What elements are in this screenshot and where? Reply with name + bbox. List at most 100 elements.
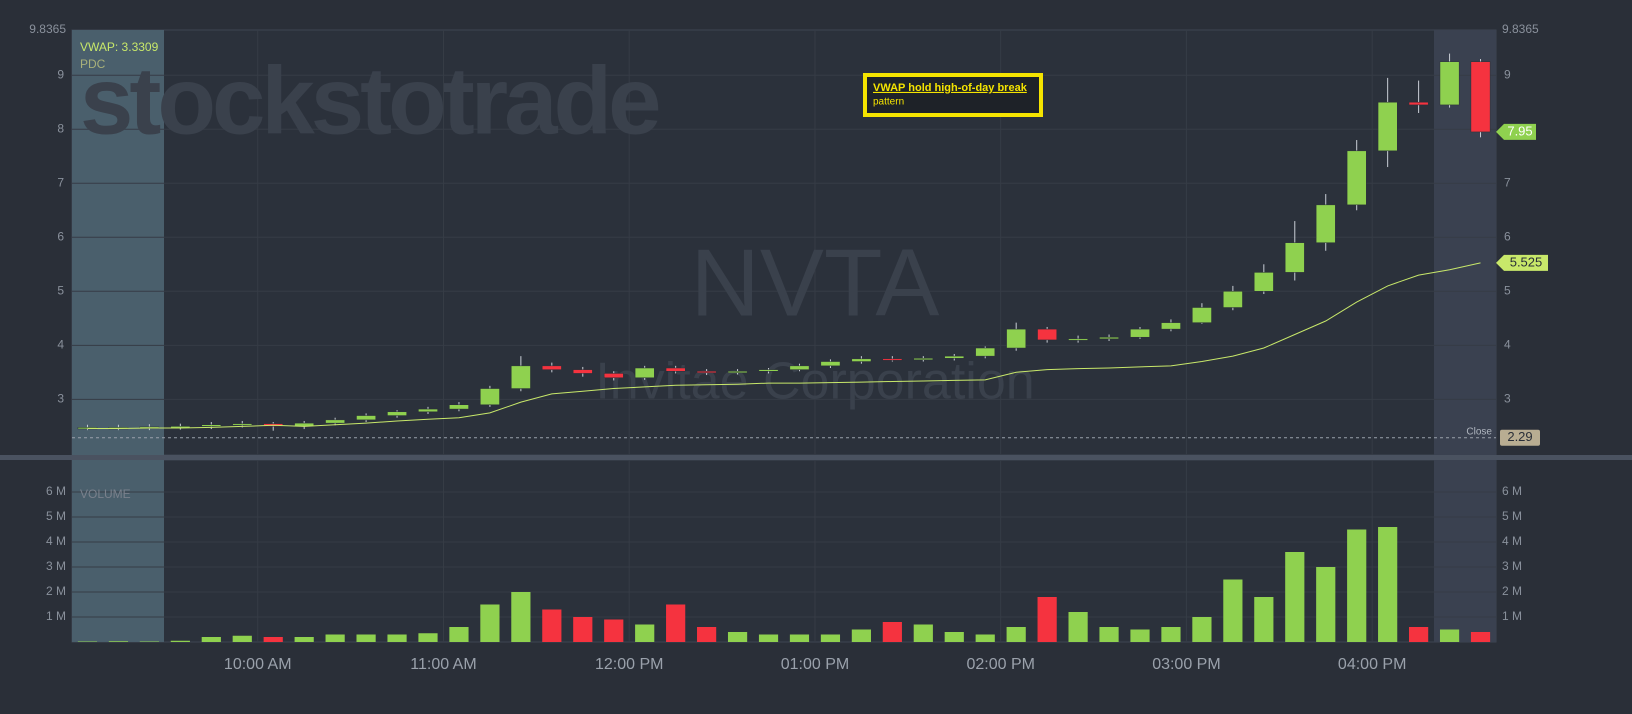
candle-body xyxy=(944,355,965,359)
y-tick-label: 3 xyxy=(57,392,64,406)
candle-body xyxy=(541,365,562,370)
symbol-watermark: NVTA xyxy=(691,229,940,336)
volume-tick-label: 3 M xyxy=(1502,559,1522,573)
candle-body xyxy=(1099,336,1119,340)
y-tick-label: 7 xyxy=(1504,175,1511,189)
x-tick-label: 10:00 AM xyxy=(224,656,292,673)
volume-label: VOLUME xyxy=(80,487,131,501)
vwap-tag xyxy=(1496,254,1548,271)
volume-bar xyxy=(913,624,933,642)
volume-panel xyxy=(71,459,1497,643)
vwap-value: 5.525 xyxy=(1510,254,1543,269)
volume-bar xyxy=(789,634,810,642)
candle-body xyxy=(1253,272,1274,292)
y-tick-label: 9 xyxy=(57,67,64,81)
volume-tick-label: 2 M xyxy=(46,584,66,598)
volume-tick-label: 6 M xyxy=(1502,484,1522,498)
volume-tick-label: 2 M xyxy=(1502,584,1522,598)
candle-body xyxy=(1130,328,1150,338)
volume-bar xyxy=(1068,612,1088,642)
volume-bar xyxy=(604,619,624,642)
annotation-box xyxy=(863,73,1043,117)
candle-body xyxy=(1006,328,1027,349)
candle-body xyxy=(1192,307,1212,323)
y-tick-label: 5 xyxy=(57,283,64,297)
candle-body xyxy=(201,424,222,427)
volume-tick-label: 5 M xyxy=(46,509,66,523)
volume-bar xyxy=(573,617,593,642)
candle-body xyxy=(1161,322,1181,330)
vwap-line xyxy=(87,262,1481,429)
volume-bar xyxy=(1037,597,1057,642)
y-tick-label: 5 xyxy=(1504,283,1511,297)
candle-body xyxy=(449,404,469,410)
candle-body xyxy=(727,371,748,374)
candle-body xyxy=(696,371,717,374)
prev-close-value: 2.29 xyxy=(1507,429,1532,444)
volume-bar xyxy=(1316,567,1336,642)
candle-body xyxy=(1346,150,1367,206)
candle-body xyxy=(325,419,345,424)
volume-bar xyxy=(1006,627,1026,642)
volume-bar xyxy=(232,635,252,642)
y-tick-label: 4 xyxy=(1504,337,1511,351)
volume-bar xyxy=(851,629,871,642)
candle-body xyxy=(1037,328,1057,341)
candle-body xyxy=(1315,204,1336,243)
volume-bar xyxy=(1192,617,1212,642)
y-tick-label: 4 xyxy=(57,337,64,351)
volume-bar xyxy=(449,627,469,642)
volume-bar xyxy=(1130,629,1150,642)
candle-body xyxy=(356,415,376,421)
volume-tick-label: 1 M xyxy=(46,609,66,623)
candle-body xyxy=(634,367,655,378)
premarket-shade xyxy=(72,30,164,455)
candle-body xyxy=(232,423,253,426)
volume-tick-label: 3 M xyxy=(46,559,66,573)
candle-body xyxy=(1439,61,1460,106)
x-tick-label: 02:00 PM xyxy=(966,656,1034,673)
volume-bar xyxy=(882,622,902,642)
x-tick-label: 01:00 PM xyxy=(781,656,849,673)
volume-bar xyxy=(727,632,748,642)
price-tag xyxy=(1496,123,1536,140)
candle-body xyxy=(480,388,500,406)
panel-divider xyxy=(0,455,1632,460)
company-watermark: Invitae Corporation xyxy=(595,353,1034,411)
x-tick-label: 03:00 PM xyxy=(1152,656,1220,673)
vwap-label: VWAP: 3.3309 xyxy=(80,40,159,54)
volume-bar xyxy=(418,633,438,642)
candle-body xyxy=(851,358,872,362)
volume-bar xyxy=(108,641,129,642)
volume-bar xyxy=(1254,597,1274,642)
volume-bar xyxy=(480,604,500,642)
candle-body xyxy=(758,369,779,372)
close-label: Close xyxy=(1466,426,1492,437)
y-tick-label: 3 xyxy=(1504,392,1511,406)
candle-body xyxy=(511,365,531,389)
volume-bar xyxy=(356,634,376,642)
volume-tick-label: 4 M xyxy=(46,534,66,548)
volume-bar xyxy=(1470,632,1491,642)
candle-body xyxy=(820,361,841,367)
afterhours-shade xyxy=(1434,460,1496,642)
y-tick-label: 7 xyxy=(57,175,64,189)
volume-bar xyxy=(1347,529,1367,642)
y-tick-label: 6 xyxy=(1504,229,1511,243)
volume-tick-label: 1 M xyxy=(1502,609,1522,623)
candle-body xyxy=(975,347,996,357)
volume-bar xyxy=(1409,627,1429,642)
volume-bar xyxy=(635,624,655,642)
candle-body xyxy=(1223,291,1243,308)
volume-bar xyxy=(263,637,283,642)
volume-bar xyxy=(139,641,159,642)
last-price: 7.95 xyxy=(1507,123,1532,138)
candle-body xyxy=(789,365,810,370)
watermark: stockstotrade xyxy=(80,47,659,154)
volume-tick-label: 6 M xyxy=(46,484,66,498)
candle-body xyxy=(665,367,686,372)
volume-bar xyxy=(697,627,717,642)
grid xyxy=(72,30,1496,642)
volume-bar xyxy=(170,640,190,642)
